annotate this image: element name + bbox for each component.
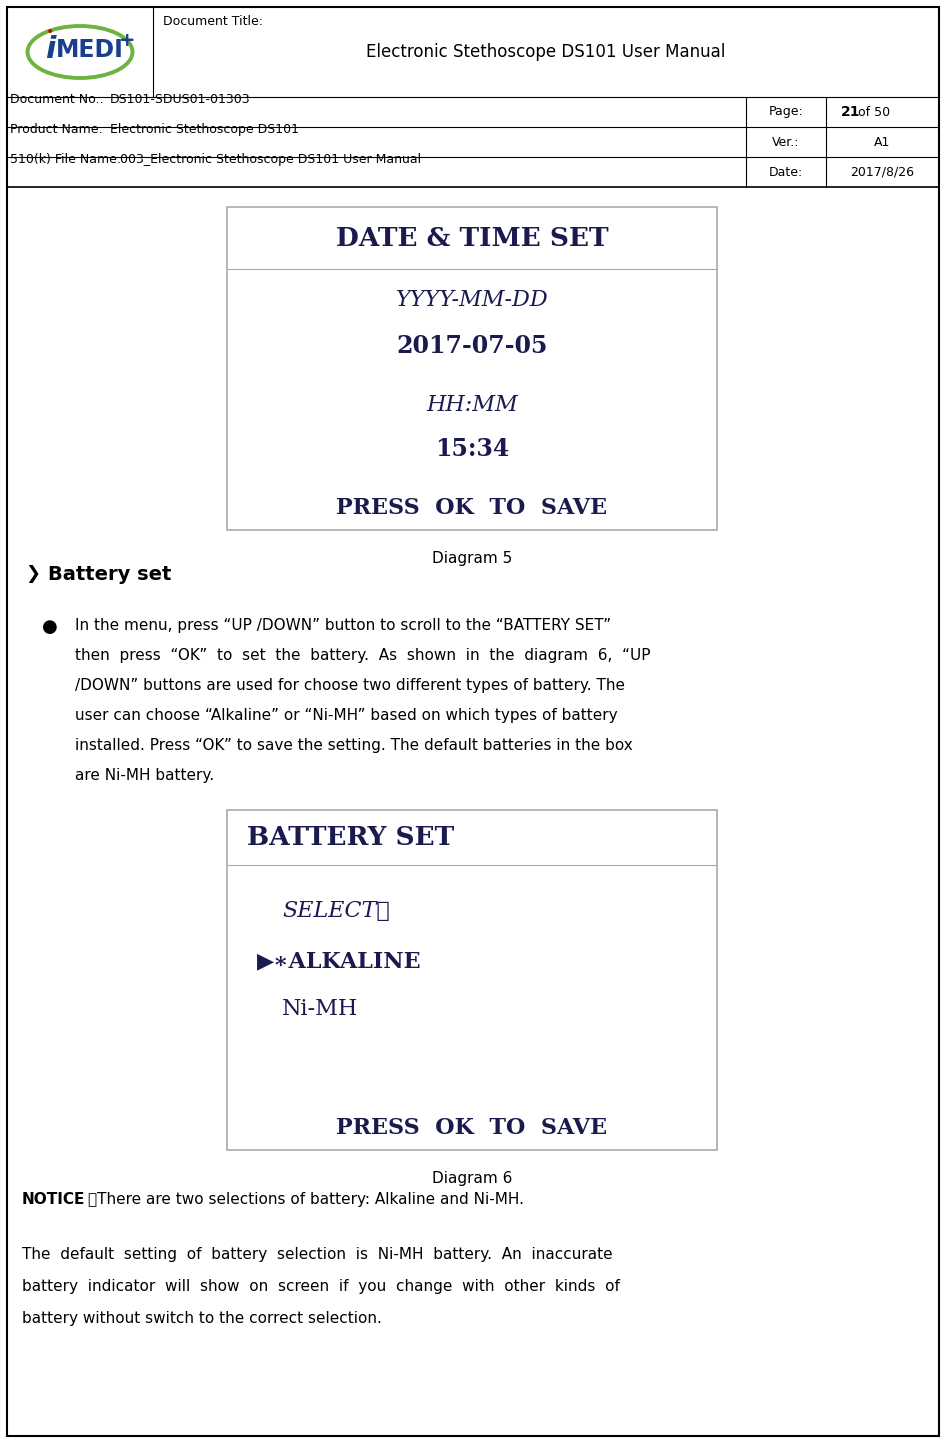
Text: battery  indicator  will  show  on  screen  if  you  change  with  other  kinds : battery indicator will show on screen if… <box>22 1278 620 1294</box>
Text: ❯: ❯ <box>25 566 40 583</box>
Text: Electronic Stethoscope DS101: Electronic Stethoscope DS101 <box>110 123 299 136</box>
Text: Battery set: Battery set <box>48 564 171 583</box>
Text: HH:MM: HH:MM <box>426 394 517 416</box>
Text: i: i <box>44 36 55 65</box>
Bar <box>227 206 717 530</box>
Text: are Ni-MH battery.: are Ni-MH battery. <box>75 768 214 784</box>
Text: ：There are two selections of battery: Alkaline and Ni-MH.: ：There are two selections of battery: Al… <box>88 1192 524 1206</box>
Text: The  default  setting  of  battery  selection  is  Ni-MH  battery.  An  inaccura: The default setting of battery selection… <box>22 1247 613 1263</box>
Text: +: + <box>119 30 135 49</box>
Text: MEDI: MEDI <box>56 38 124 62</box>
Text: 2017-07-05: 2017-07-05 <box>396 333 548 358</box>
Text: 2017/8/26: 2017/8/26 <box>850 166 915 179</box>
Text: user can choose “Alkaline” or “Ni-MH” based on which types of battery: user can choose “Alkaline” or “Ni-MH” ba… <box>75 709 618 723</box>
Text: 510(k) File Name:: 510(k) File Name: <box>10 153 121 166</box>
Text: Ver.:: Ver.: <box>772 136 799 149</box>
Text: 003_Electronic Stethoscope DS101 User Manual: 003_Electronic Stethoscope DS101 User Ma… <box>120 153 421 166</box>
Text: Product Name:: Product Name: <box>10 123 103 136</box>
Text: DATE & TIME SET: DATE & TIME SET <box>336 225 608 251</box>
Text: Document Title:: Document Title: <box>163 14 263 27</box>
Text: Electronic Stethoscope DS101 User Manual: Electronic Stethoscope DS101 User Manual <box>366 43 726 61</box>
Text: YYYY-MM-DD: YYYY-MM-DD <box>395 289 549 312</box>
Text: BATTERY SET: BATTERY SET <box>247 825 454 850</box>
Text: A1: A1 <box>874 136 891 149</box>
Text: SELECT：: SELECT： <box>282 900 390 922</box>
Text: Diagram 6: Diagram 6 <box>431 1170 512 1186</box>
Text: installed. Press “OK” to save the setting. The default batteries in the box: installed. Press “OK” to save the settin… <box>75 737 633 753</box>
Text: Ni-MH: Ni-MH <box>282 999 359 1020</box>
Text: ▶∗ALKALINE: ▶∗ALKALINE <box>257 949 422 973</box>
Text: PRESS  OK  TO  SAVE: PRESS OK TO SAVE <box>337 496 607 519</box>
Text: Document No.:: Document No.: <box>10 92 104 105</box>
Text: Date:: Date: <box>769 166 803 179</box>
Text: then  press  “OK”  to  set  the  battery.  As  shown  in  the  diagram  6,  “UP: then press “OK” to set the battery. As s… <box>75 648 651 662</box>
Text: DS101-SDUS01-01303: DS101-SDUS01-01303 <box>110 92 251 105</box>
Text: Diagram 5: Diagram 5 <box>432 550 512 566</box>
Bar <box>227 810 717 1150</box>
Text: 15:34: 15:34 <box>435 437 509 460</box>
Text: of 50: of 50 <box>858 105 890 118</box>
Text: ●: ● <box>43 618 58 636</box>
Text: NOTICE: NOTICE <box>22 1192 85 1206</box>
Text: •: • <box>45 25 54 39</box>
Text: 21: 21 <box>841 105 861 118</box>
Text: battery without switch to the correct selection.: battery without switch to the correct se… <box>22 1312 382 1326</box>
Text: In the menu, press “UP /DOWN” button to scroll to the “BATTERY SET”: In the menu, press “UP /DOWN” button to … <box>75 618 611 633</box>
Bar <box>7 7 939 188</box>
Text: PRESS  OK  TO  SAVE: PRESS OK TO SAVE <box>337 1117 607 1139</box>
Text: Page:: Page: <box>769 105 803 118</box>
Text: /DOWN” buttons are used for choose two different types of battery. The: /DOWN” buttons are used for choose two d… <box>75 678 625 693</box>
